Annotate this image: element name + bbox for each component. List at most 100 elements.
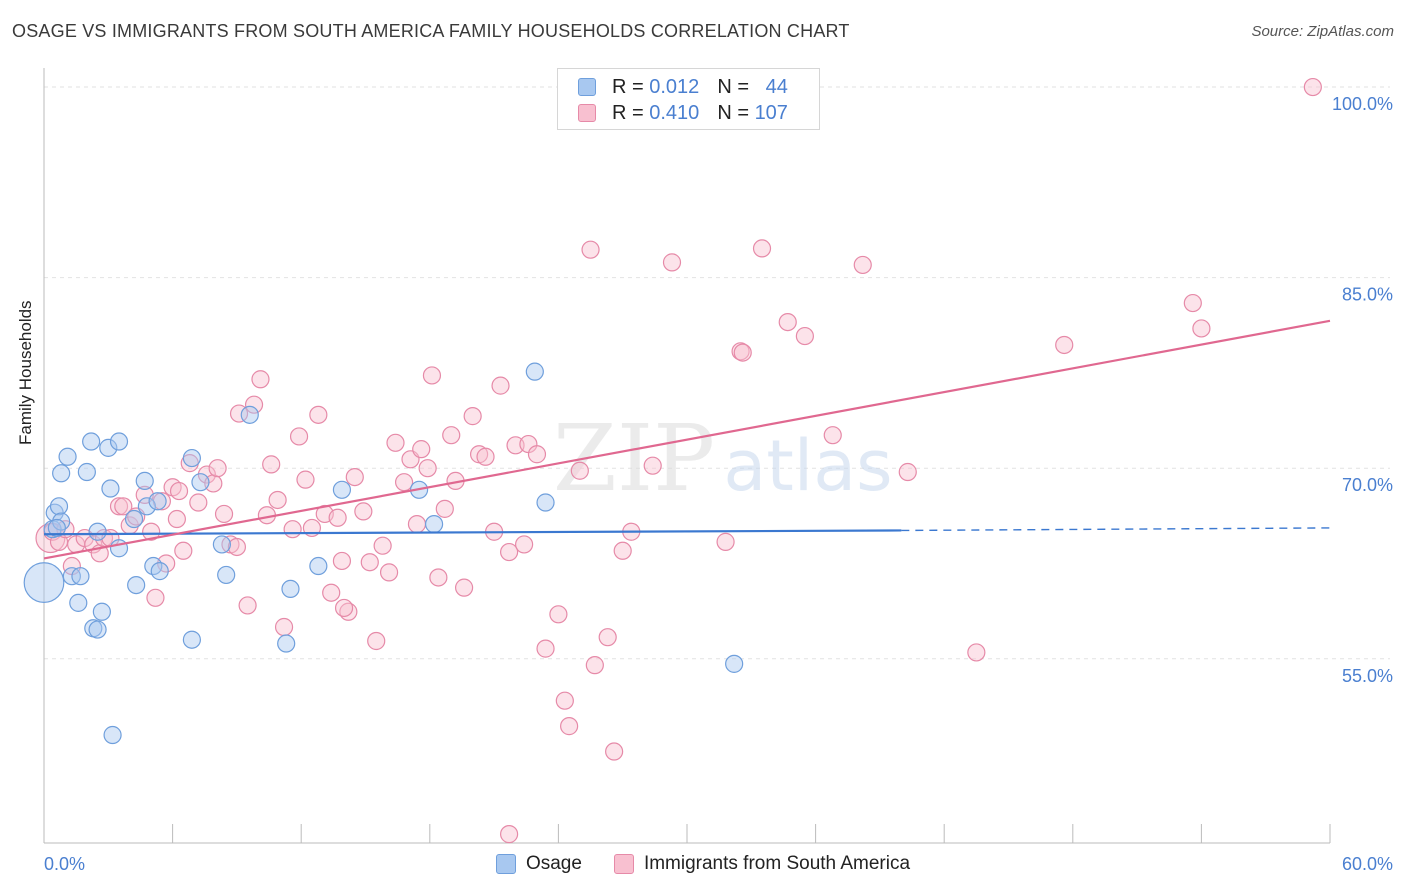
legend-n-value: 44: [765, 75, 788, 98]
point-osage: [240, 405, 259, 424]
point-immigrants: [169, 481, 189, 501]
point-immigrants: [296, 470, 315, 489]
legend-r-value: 0.410: [649, 101, 700, 124]
trend-osage-projection: [901, 527, 1331, 532]
series-immigrants: [35, 77, 1322, 844]
point-immigrants: [429, 568, 448, 587]
point-immigrants: [174, 541, 193, 560]
series-osage: [23, 362, 744, 745]
y-tick-label: 85.0%: [1342, 285, 1393, 305]
stats-legend: R = 0.012 N = 44 R = 0.410 N = 107: [557, 68, 820, 130]
point-immigrants: [208, 459, 227, 478]
point-osage: [150, 562, 169, 581]
legend-r-label: R =: [612, 101, 644, 124]
point-osage: [82, 432, 101, 451]
point-immigrants: [262, 455, 281, 474]
legend-row-osage: R = 0.012 N = 44: [578, 75, 788, 99]
point-immigrants: [515, 535, 534, 554]
legend-item-osage[interactable]: Osage: [495, 853, 582, 875]
point-immigrants: [309, 405, 328, 424]
point-immigrants: [142, 522, 161, 541]
point-immigrants: [418, 459, 437, 478]
point-osage: [99, 438, 118, 457]
point-osage: [101, 479, 120, 498]
point-immigrants: [581, 240, 600, 259]
point-immigrants: [898, 462, 917, 482]
point-osage: [124, 509, 144, 529]
point-osage: [536, 493, 555, 512]
point-immigrants: [435, 499, 454, 518]
point-immigrants: [251, 370, 270, 389]
point-immigrants: [491, 376, 510, 395]
legend-swatch-immigrants: [578, 104, 596, 122]
point-immigrants: [373, 536, 392, 555]
point-immigrants: [823, 426, 842, 445]
point-immigrants: [752, 239, 772, 258]
point-osage: [212, 535, 231, 554]
point-immigrants: [463, 407, 482, 426]
point-immigrants: [109, 497, 129, 516]
point-immigrants: [394, 473, 414, 492]
point-osage: [71, 567, 90, 586]
point-osage: [309, 556, 328, 576]
point-immigrants: [322, 583, 341, 602]
point-osage: [103, 725, 122, 745]
point-immigrants: [227, 537, 246, 557]
legend-item-immigrants[interactable]: Immigrants from South America: [613, 853, 910, 875]
legend-swatch-osage: [495, 854, 516, 874]
point-osage: [332, 480, 352, 499]
point-osage: [277, 634, 296, 653]
point-immigrants: [332, 551, 352, 571]
legend-n-value: 107: [754, 101, 788, 124]
point-osage: [281, 579, 300, 599]
point-osage: [47, 518, 66, 538]
point-osage: [135, 471, 154, 491]
gridlines: [44, 86, 1390, 660]
point-osage: [182, 630, 201, 649]
chart-source: Source: ZipAtlas.com: [1251, 23, 1394, 40]
point-immigrants: [549, 605, 568, 624]
point-immigrants: [500, 542, 519, 562]
x-tick-label: 60.0%: [1342, 854, 1393, 874]
series-legend: Osage Immigrants from South America: [0, 851, 1406, 877]
point-immigrants: [354, 502, 373, 521]
point-immigrants: [1192, 319, 1211, 338]
y-tick-label: 100.0%: [1332, 94, 1393, 114]
point-immigrants: [536, 639, 555, 658]
point-immigrants: [716, 532, 735, 551]
point-osage: [424, 515, 444, 534]
point-immigrants: [197, 465, 216, 484]
point-immigrants: [214, 504, 234, 524]
point-immigrants: [662, 253, 682, 272]
legend-n-label: N =: [717, 101, 749, 124]
point-osage: [49, 497, 69, 516]
point-immigrants: [238, 596, 257, 615]
point-immigrants: [555, 691, 574, 710]
legend-label-osage: Osage: [525, 853, 582, 874]
point-immigrants: [605, 742, 624, 761]
point-immigrants: [167, 509, 186, 529]
trend-osage: [43, 529, 902, 536]
axes: [43, 68, 1331, 844]
watermark-zip: ZIP: [553, 405, 715, 512]
point-osage: [77, 462, 96, 482]
point-immigrants: [500, 825, 519, 844]
legend-r-value: 0.012: [649, 75, 700, 98]
point-immigrants: [1183, 293, 1202, 313]
point-osage: [88, 620, 107, 639]
point-immigrants: [289, 427, 309, 446]
legend-row-immigrants: R = 0.410 N = 107: [578, 101, 788, 125]
trend-immigrants: [43, 319, 1331, 560]
point-immigrants: [733, 343, 752, 362]
legend-swatch-osage: [578, 78, 596, 96]
point-immigrants: [345, 467, 364, 487]
point-immigrants: [795, 326, 814, 346]
point-immigrants: [146, 588, 165, 607]
point-immigrants: [334, 598, 354, 618]
point-immigrants: [570, 461, 589, 480]
x-tick-label: 0.0%: [44, 854, 85, 874]
legend-swatch-immigrants: [613, 854, 634, 874]
y-tick-label: 55.0%: [1342, 666, 1393, 686]
chart-title: OSAGE VS IMMIGRANTS FROM SOUTH AMERICA F…: [12, 21, 850, 41]
